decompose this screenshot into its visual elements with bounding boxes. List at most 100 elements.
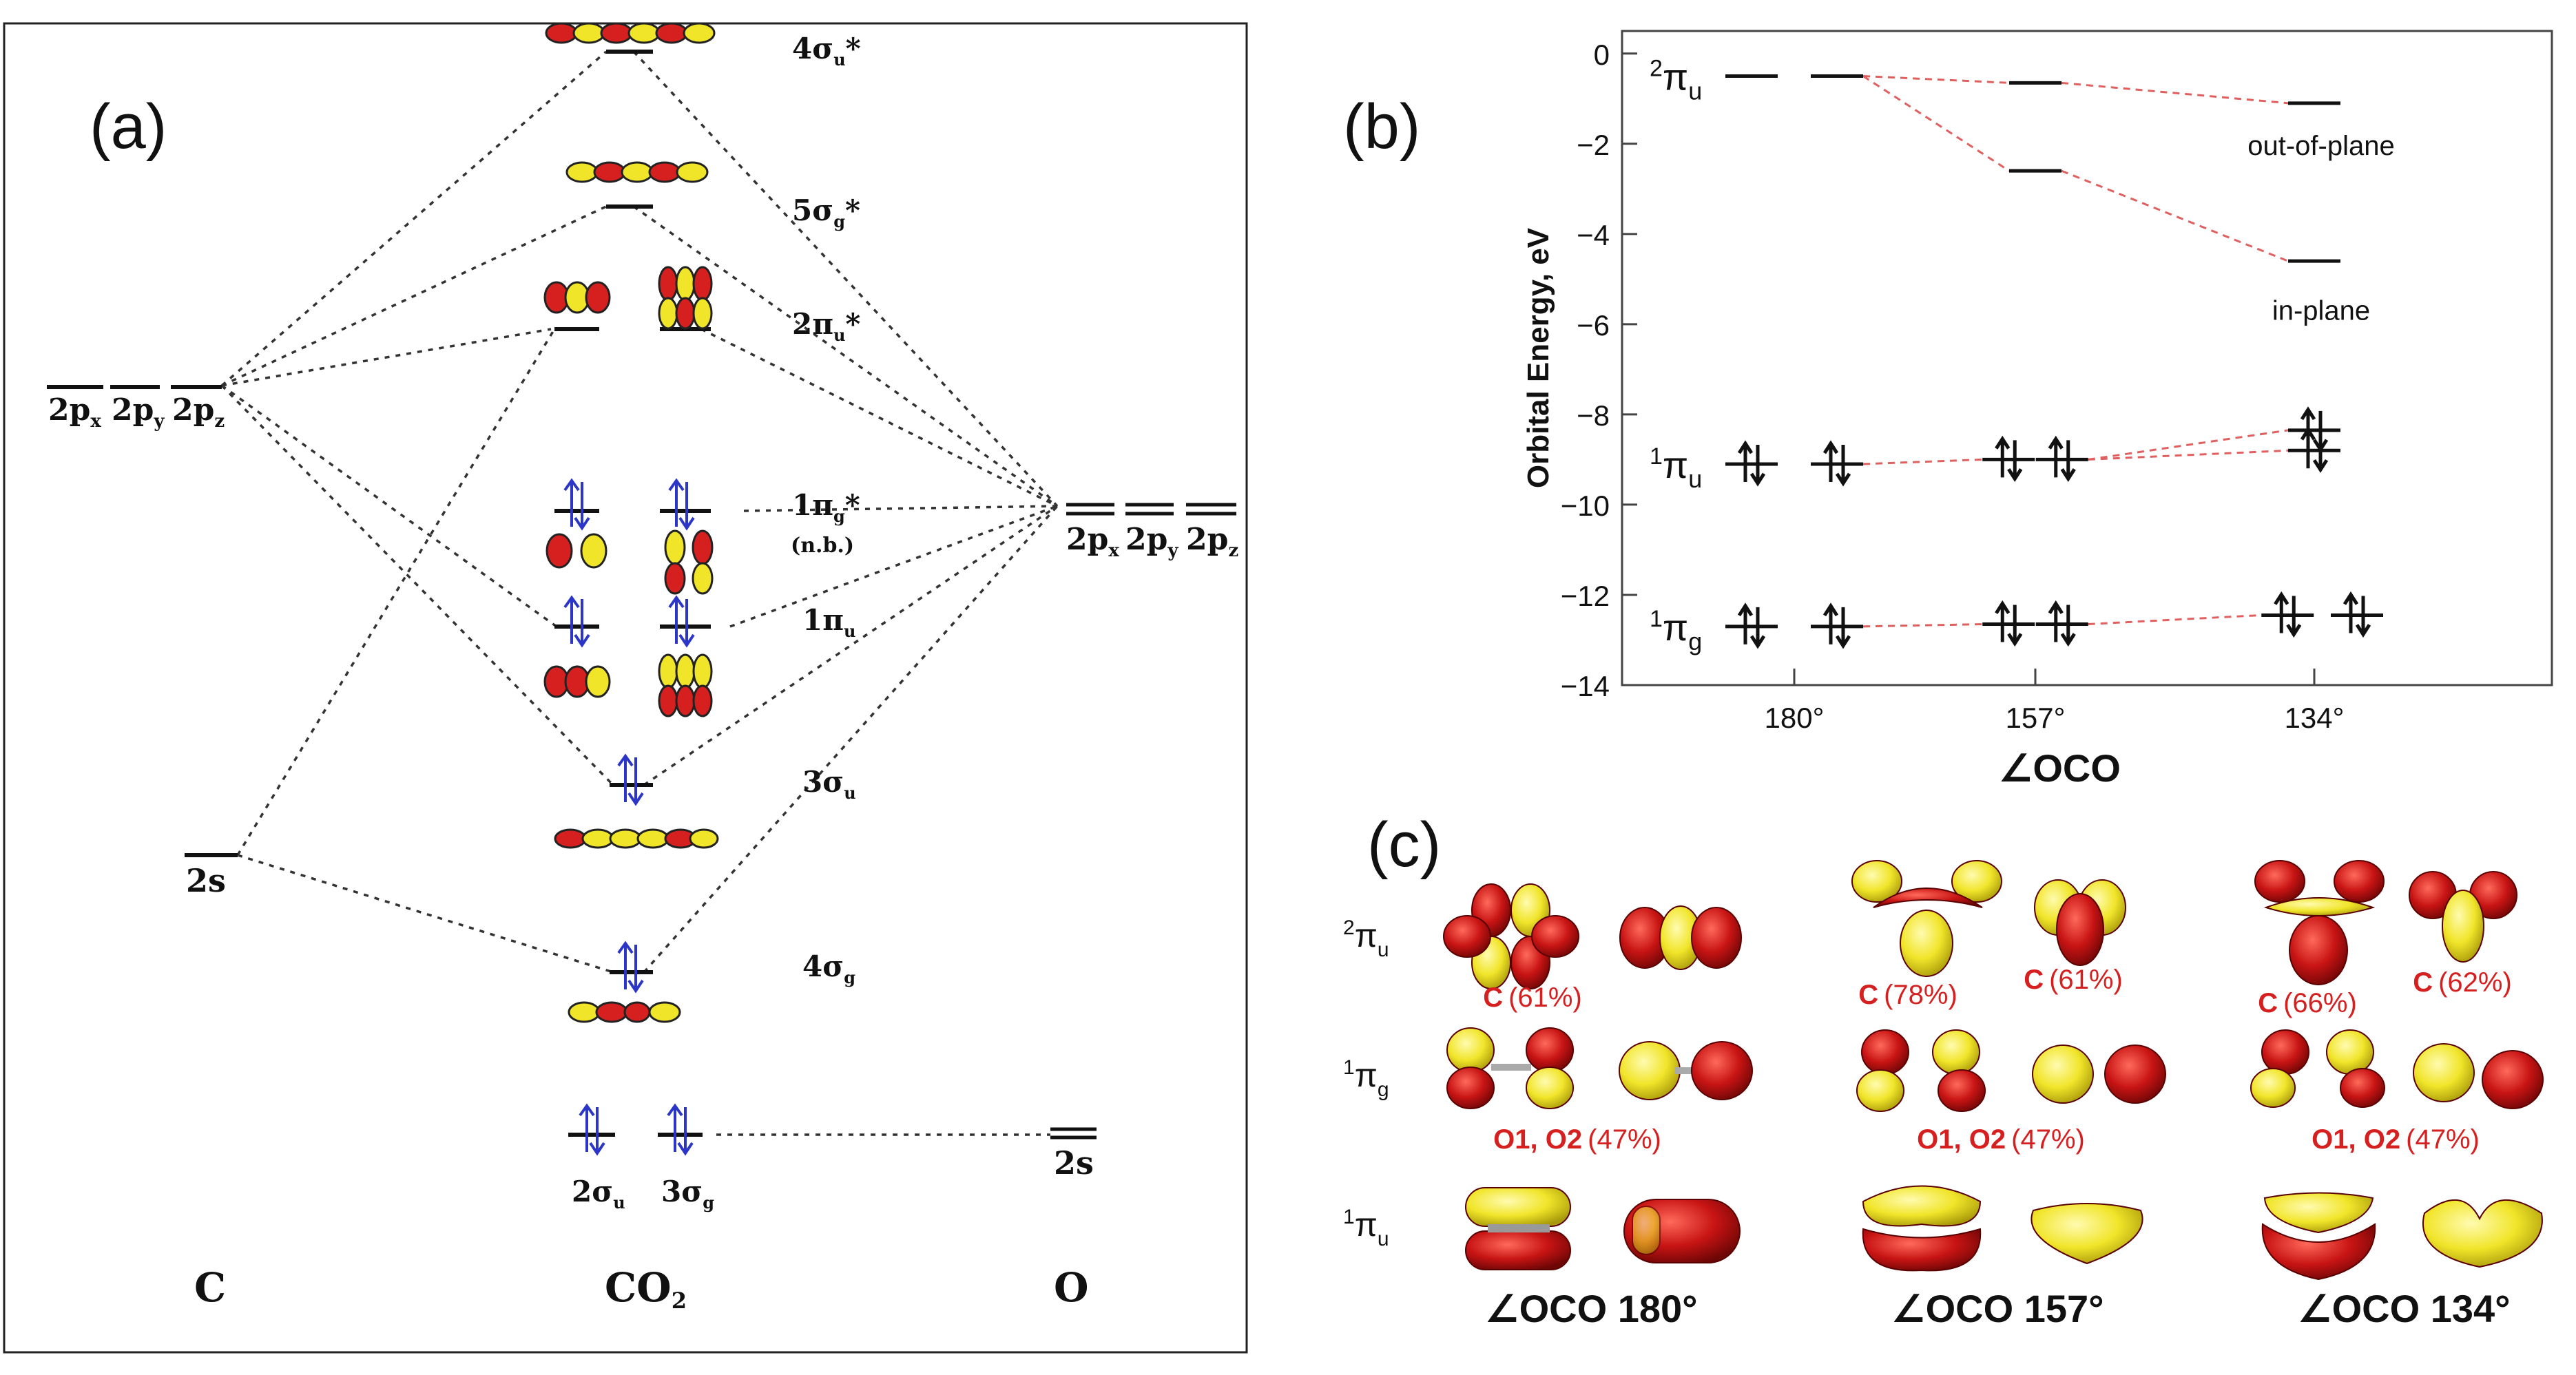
y-tick-label: −6 bbox=[1577, 309, 1610, 342]
o-2s-label: 2s bbox=[1054, 1144, 1094, 1182]
contrib-1pi-g-180: O1, O2 (47%) bbox=[1493, 1124, 1661, 1155]
level-label: 1πg bbox=[1650, 606, 1702, 655]
isosurface-1pi-u-157-a bbox=[1862, 1185, 1982, 1272]
connector-in-2 bbox=[2061, 169, 2289, 262]
label-2pi-u-star: 2πu* bbox=[792, 307, 860, 345]
electron-down-arrow bbox=[1749, 607, 1766, 649]
panel-a-label: (a) bbox=[90, 92, 167, 162]
connector-1pi-u-2a bbox=[2088, 429, 2289, 461]
electron-down-arrow bbox=[1835, 607, 1851, 649]
electron-down-arrow bbox=[2355, 596, 2371, 638]
header-c: C bbox=[194, 1264, 226, 1311]
electron-down-arrow bbox=[2312, 431, 2329, 473]
level-labels: 2πu 1πu 1πg bbox=[1650, 56, 1702, 655]
x-tick-label: 157° bbox=[2006, 702, 2066, 734]
c-2pz-label: 2pz bbox=[172, 392, 225, 432]
electron-up-arrow bbox=[2300, 426, 2316, 469]
annotation-in-plane: in-plane bbox=[2272, 295, 2370, 326]
isosurface-2pi-u-157-b bbox=[2034, 879, 2126, 966]
connector-in-1 bbox=[1862, 75, 2010, 172]
mo-labels: 4σu* 5σg* 2πu* 1πg* (n.b.) 1πu 3σu 4σg 2… bbox=[572, 32, 861, 1213]
contrib-row2: O1, O2 (47%) O1, O2 (47%) O1, O2 (47%) bbox=[1493, 1124, 2480, 1155]
y-tick-label: −12 bbox=[1561, 580, 1610, 612]
c-2py-label: 2py bbox=[112, 392, 165, 432]
isosurface-2pi-u-180-b bbox=[1619, 905, 1742, 970]
electron-down-arrow bbox=[2007, 440, 2023, 483]
panel-b-label: (b) bbox=[1343, 92, 1420, 162]
electron-up-arrow bbox=[2048, 435, 2064, 478]
electron-up-arrow bbox=[1737, 602, 1754, 644]
isosurface-2pi-u-134-a bbox=[2254, 860, 2385, 985]
isosurface-2pi-u-180-a bbox=[1443, 883, 1579, 989]
panel-c-label: (c) bbox=[1367, 810, 1441, 880]
electron-down-arrow bbox=[1835, 444, 1851, 487]
electron-up-arrow bbox=[1822, 440, 1839, 482]
panel-c: (c) 2πu 1πg 1πu bbox=[1343, 810, 2544, 1330]
y-tick-label: −2 bbox=[1577, 129, 1610, 161]
electron-up-arrow bbox=[1995, 600, 2011, 642]
electron-arrows bbox=[563, 478, 695, 1156]
label-1pi-g-star: 1πg* bbox=[792, 488, 860, 526]
label-4sigma-g: 4σg bbox=[802, 949, 855, 987]
c-2px-label: 2px bbox=[48, 392, 101, 432]
connector-out-2 bbox=[2061, 81, 2289, 105]
electron-up-arrow bbox=[1822, 602, 1839, 644]
c-2s-label: 2s bbox=[186, 862, 226, 899]
y-tick-label: −10 bbox=[1561, 490, 1610, 522]
mo-levels bbox=[554, 50, 711, 1137]
mo-orbital-cartoons bbox=[543, 22, 719, 1023]
contrib-2pi-u-134-a: C (66%) bbox=[2258, 988, 2357, 1018]
electron-up-arrow bbox=[2048, 600, 2064, 642]
isosurface-2pi-u-134-b bbox=[2409, 871, 2517, 963]
label-3sigma-u: 3σu bbox=[802, 765, 856, 803]
panel-b: (b) 0 −2 −4 −6 −8 −10 −12 −14 180° 157° 134° 2πu 1… bbox=[1343, 30, 2553, 790]
contrib-2pi-u-180: C (61%) bbox=[1483, 983, 1582, 1013]
connector-out-1 bbox=[1862, 75, 2010, 84]
isosurface-2pi-u-157-a bbox=[1851, 860, 2002, 977]
isosurface-1pi-g-134-a bbox=[2250, 1029, 2385, 1108]
isosurface-1pi-u-134-a bbox=[2261, 1192, 2376, 1281]
isosurface-1pi-g-157-b bbox=[2032, 1045, 2166, 1104]
isosurface-1pi-g-180-a bbox=[1446, 1027, 1574, 1109]
header-o: O bbox=[1054, 1264, 1089, 1311]
label-4sigma-u-star: 4σu* bbox=[792, 32, 861, 70]
c-2p-levels: 2px 2py 2pz bbox=[47, 385, 225, 432]
panel-a-frame bbox=[3, 22, 1248, 1354]
electron-down-arrow bbox=[2060, 605, 2076, 647]
label-nonbonding: (n.b.) bbox=[791, 534, 854, 558]
x-tick-label: 180° bbox=[1765, 702, 1825, 734]
level-label: 1πu bbox=[1650, 443, 1702, 493]
x-tick-label: 134° bbox=[2285, 702, 2345, 734]
y-tick-label: −8 bbox=[1577, 399, 1610, 432]
contrib-1pi-g-157: O1, O2 (47%) bbox=[1917, 1124, 2085, 1155]
caption-angle-180: ∠OCO 180° bbox=[1484, 1287, 1697, 1330]
y-tick-label: −4 bbox=[1577, 219, 1610, 251]
header-co2: CO2 bbox=[605, 1264, 687, 1314]
row-label-2pi-u: 2πu bbox=[1343, 916, 1389, 961]
contrib-2pi-u-157-b: C (61%) bbox=[2024, 965, 2123, 995]
isosurface-1pi-g-134-b bbox=[2413, 1043, 2544, 1109]
row-label-1pi-g: 1πg bbox=[1343, 1056, 1389, 1101]
column-headers: C CO2 O bbox=[194, 1264, 1089, 1314]
connector-1pi-g-1 bbox=[1862, 623, 1983, 628]
isosurface-1pi-u-134-b bbox=[2422, 1199, 2543, 1268]
caption-angle-157: ∠OCO 157° bbox=[1891, 1287, 2104, 1330]
y-axis-ticks: 0 −2 −4 −6 −8 −10 −12 −14 bbox=[1561, 39, 1637, 702]
annotation-out-of-plane: out-of-plane bbox=[2247, 131, 2394, 161]
row-label-1pi-u: 1πu bbox=[1343, 1206, 1389, 1250]
o-2py-label: 2py bbox=[1125, 522, 1178, 561]
electron-down-arrow bbox=[2060, 440, 2076, 483]
energy-levels bbox=[1725, 74, 2383, 649]
panel-a: (a) 2px 2py 2pz bbox=[3, 22, 1248, 1354]
isosurface-1pi-u-157-b bbox=[2030, 1203, 2143, 1265]
electron-up-arrow bbox=[1995, 435, 2011, 478]
electron-up-arrow bbox=[2343, 591, 2359, 633]
y-tick-label: 0 bbox=[1594, 39, 1610, 71]
row-labels: 2πu 1πg 1πu bbox=[1343, 916, 1389, 1250]
contrib-2pi-u-157-a: C (78%) bbox=[1858, 980, 1957, 1010]
contrib-2pi-u-134-b: C (62%) bbox=[2413, 967, 2512, 998]
orbital-isosurfaces bbox=[1443, 860, 2544, 1281]
electron-down-arrow bbox=[1749, 444, 1766, 487]
o-2pz-label: 2pz bbox=[1186, 522, 1238, 561]
